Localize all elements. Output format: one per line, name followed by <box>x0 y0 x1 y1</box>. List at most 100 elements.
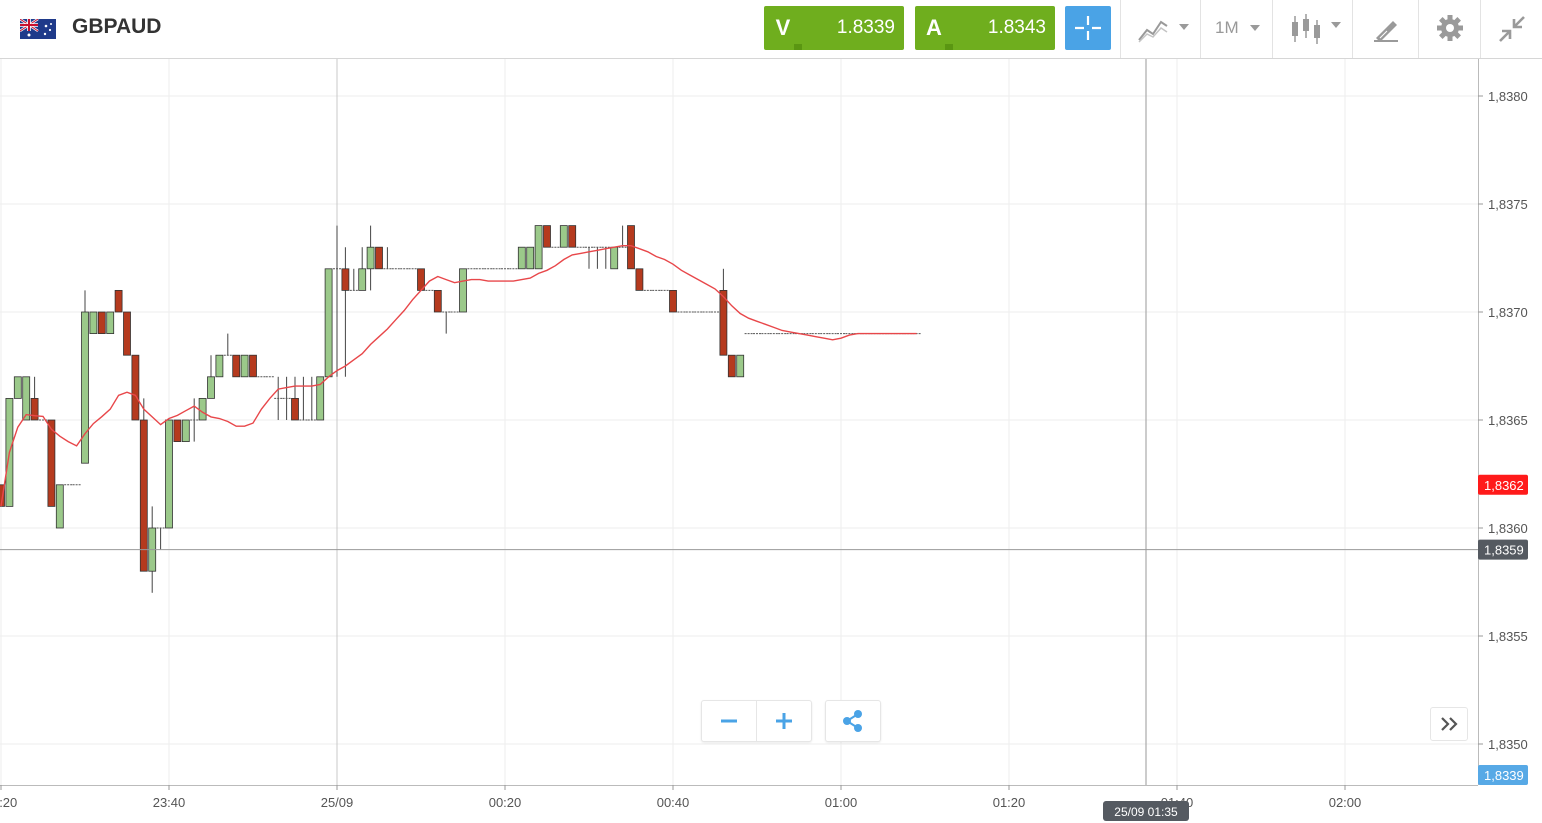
candle <box>324 268 333 378</box>
candle <box>131 354 140 421</box>
y-tick-label: 1,8355 <box>1488 629 1528 644</box>
candle-body-down <box>433 289 442 313</box>
zoom-out-button[interactable] <box>702 701 757 741</box>
candle <box>299 376 308 421</box>
candle <box>22 376 31 421</box>
bid-price-tag-bg <box>1478 765 1528 785</box>
y-tick-label: 1,8365 <box>1488 413 1528 428</box>
candle <box>198 397 207 421</box>
bid-price-tag: 1,8339 <box>1484 768 1524 783</box>
candle-body-up <box>89 311 98 335</box>
scroll-to-latest-button[interactable] <box>1430 707 1468 741</box>
crosshair-button[interactable] <box>1065 6 1111 50</box>
x-tick-label: 23:20 <box>0 795 17 810</box>
candle <box>307 376 316 421</box>
candle-body-up <box>215 354 224 378</box>
settings-button[interactable] <box>1418 0 1481 58</box>
candle-body-down <box>30 397 39 421</box>
timeframe-button[interactable]: 1M <box>1200 0 1273 58</box>
candle-body-up <box>81 311 89 464</box>
candle <box>274 376 283 420</box>
candle-body-up <box>559 225 568 248</box>
candle <box>106 311 115 335</box>
x-tick-label: 00:20 <box>489 795 522 810</box>
y-tick-label: 1,8360 <box>1488 521 1528 536</box>
chevron-down-icon <box>1250 25 1260 31</box>
candle-style-button[interactable] <box>1272 0 1353 58</box>
candle <box>534 225 543 270</box>
crosshair-time-tag-bg <box>1103 801 1189 821</box>
candle <box>517 246 526 270</box>
uk-australia-flag-icon <box>20 19 56 39</box>
double-chevron-right-icon <box>1441 717 1458 731</box>
sell-price: 1.8339 <box>836 17 895 38</box>
collapse-button[interactable] <box>1480 0 1542 58</box>
candle <box>114 289 123 313</box>
candle-body-down <box>97 311 106 335</box>
candle <box>97 311 106 335</box>
instrument-symbol: GBPAUD <box>72 15 162 38</box>
candle <box>156 527 165 550</box>
chart-type-button[interactable] <box>1120 0 1201 58</box>
chart-grid <box>0 59 1478 785</box>
candle-body-up <box>207 376 215 399</box>
price-chart[interactable]: 1,8380 1,8375 1,8370 1,8365 1,8360 1,8355 1,83… <box>0 59 1542 823</box>
gear-icon <box>1437 15 1463 41</box>
sell-button[interactable]: V 1.8339 <box>764 6 904 50</box>
candle <box>249 354 257 378</box>
candle-body-up <box>165 419 173 529</box>
sell-label: V <box>775 15 791 40</box>
candle-body-up <box>517 246 526 270</box>
y-tick-label: 1,8375 <box>1488 197 1528 212</box>
current-price-tag: 1,8362 <box>1484 478 1524 493</box>
sell-notch <box>794 44 802 50</box>
candle <box>89 311 98 335</box>
zoom-in-button[interactable] <box>757 701 811 741</box>
candle <box>543 225 551 248</box>
candle <box>585 246 593 269</box>
candle-body-down <box>123 311 131 356</box>
drawing-tools-button[interactable] <box>1352 0 1419 58</box>
x-tick-label: 02:00 <box>1329 795 1362 810</box>
candle <box>618 225 627 248</box>
crosshair-price-tag: 1,8359 <box>1484 543 1524 558</box>
y-tick-label: 1,8380 <box>1488 89 1528 104</box>
candle-body-down <box>131 354 140 421</box>
candle <box>333 225 341 377</box>
candle <box>349 268 358 291</box>
candle <box>30 376 39 421</box>
candle <box>13 376 22 399</box>
candle <box>635 268 644 291</box>
candle-body-down <box>669 289 677 313</box>
collapse-icon <box>1499 16 1525 42</box>
buy-button[interactable]: A 1.8343 <box>915 6 1055 50</box>
candle <box>181 419 190 443</box>
candle <box>383 247 392 270</box>
candle-body-up <box>181 419 190 443</box>
candle-body-down <box>341 268 350 291</box>
candlestick-icon <box>1292 14 1341 44</box>
zoom-controls <box>701 700 812 742</box>
line-chart-icon <box>1138 20 1189 43</box>
time-axis: 23:2023:4025/0900:2000:4001:0001:2001:40… <box>0 785 1478 823</box>
candle-body-down <box>249 354 257 378</box>
crosshair-price-tag-bg <box>1478 539 1528 560</box>
candle <box>433 289 442 313</box>
candle-body-up <box>736 354 745 378</box>
candle <box>207 355 215 399</box>
candle <box>601 246 610 269</box>
candle-body-up <box>358 268 367 291</box>
minus-icon <box>721 719 737 723</box>
candle-body-up <box>198 397 207 421</box>
candle <box>442 311 451 334</box>
plot-background <box>0 59 1478 785</box>
crosshair <box>0 59 1478 785</box>
candle-body-down <box>232 354 241 378</box>
candle-body-up <box>366 246 375 270</box>
candle <box>282 376 291 420</box>
y-tick-label: 1,8350 <box>1488 737 1528 752</box>
candle-body-down <box>139 419 148 572</box>
candle <box>47 419 56 507</box>
share-button[interactable] <box>825 700 881 742</box>
candle <box>727 354 736 378</box>
